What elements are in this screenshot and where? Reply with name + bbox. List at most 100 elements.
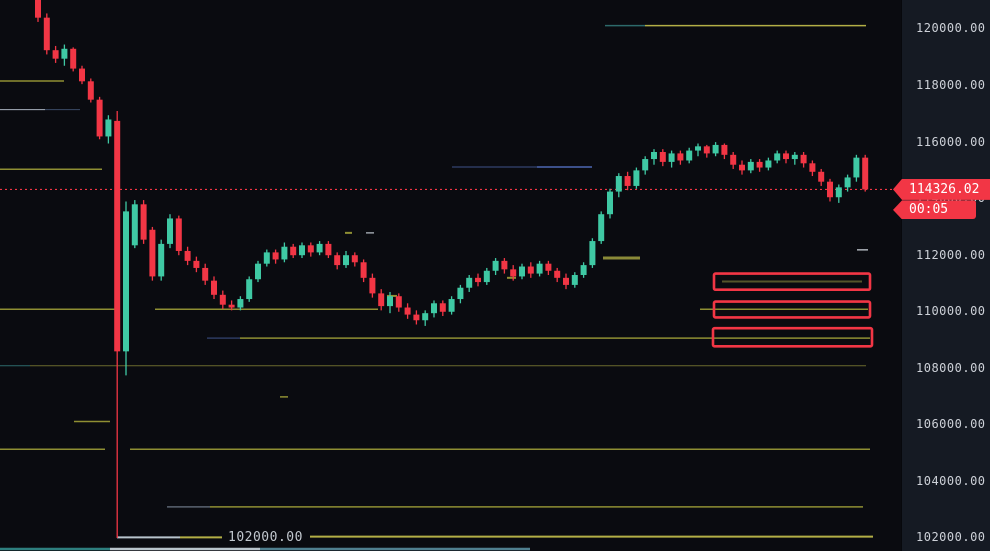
candle-body — [695, 146, 701, 151]
candle-body — [712, 144, 719, 154]
candle-body — [246, 279, 253, 300]
bar-countdown-value: 00:05 — [909, 202, 949, 218]
candle-body — [61, 48, 68, 59]
candle-body — [686, 150, 693, 161]
candle-body — [730, 154, 737, 165]
candle-body — [756, 161, 763, 168]
candle-body — [114, 120, 121, 352]
candle-body — [554, 270, 561, 278]
candle-body — [835, 187, 842, 198]
candle-body — [70, 48, 77, 69]
last-price-value: 114326.02 — [909, 181, 980, 197]
candle-body — [580, 265, 587, 276]
candle-body — [175, 218, 182, 251]
candle-body — [431, 303, 437, 314]
candle-body — [228, 304, 235, 308]
candle-body — [721, 144, 728, 155]
candle-body — [791, 154, 798, 160]
candle-body — [800, 154, 807, 164]
candle-body — [545, 263, 552, 271]
candle-body — [536, 263, 543, 274]
candle-body — [105, 119, 112, 137]
candle-body — [466, 277, 473, 288]
candle-body — [615, 176, 622, 192]
candle-body — [360, 262, 367, 278]
candle-body — [281, 246, 288, 260]
candle-body — [343, 255, 349, 266]
candle-body — [387, 296, 393, 307]
candle-body — [35, 0, 41, 18]
candle-body — [598, 214, 605, 242]
candle-body — [483, 270, 490, 283]
candle-body — [369, 277, 376, 294]
candle-body — [79, 68, 85, 82]
candle-body — [510, 269, 517, 277]
price-tick-label: 108000.00 — [916, 360, 986, 375]
candle-body — [378, 293, 385, 307]
candle-body — [255, 263, 261, 280]
candle-body — [492, 260, 499, 271]
candle-body — [237, 299, 244, 308]
candle-body — [571, 275, 578, 285]
candle-body — [677, 153, 684, 161]
candle-body — [818, 171, 825, 182]
candle-body — [307, 245, 314, 253]
last-price-label: 114326.02 — [893, 178, 990, 200]
candle-body — [43, 17, 50, 51]
candle-body — [334, 255, 341, 266]
candle-body — [862, 157, 869, 190]
candle-body — [395, 296, 402, 308]
candle-body — [299, 245, 305, 256]
candle-body — [607, 191, 613, 215]
candle-body — [501, 260, 508, 270]
price-tick-label: 112000.00 — [916, 247, 986, 262]
candle-body — [844, 177, 851, 188]
candle-body — [351, 255, 358, 263]
candle-body — [527, 266, 534, 274]
candle-body — [96, 99, 103, 137]
candle-body — [193, 260, 200, 268]
candle-body — [149, 229, 156, 277]
candle-body — [272, 252, 279, 260]
candle-body — [290, 246, 297, 256]
candle-body — [853, 157, 860, 178]
candle-body — [589, 241, 596, 266]
candle-body — [52, 50, 59, 59]
candle-body — [519, 266, 525, 277]
candle-body — [563, 277, 569, 285]
candle-body — [651, 151, 657, 160]
candle-body — [316, 243, 323, 253]
supply-zone-box[interactable] — [711, 326, 874, 348]
price-tick-label: 120000.00 — [916, 21, 986, 36]
candle-body — [202, 267, 209, 281]
candle-body — [413, 314, 420, 321]
candle-body — [184, 250, 191, 261]
price-tick-label: 116000.00 — [916, 134, 986, 149]
price-tick-label: 104000.00 — [916, 473, 986, 488]
candle-body — [325, 243, 332, 256]
supply-zone-box[interactable] — [712, 272, 872, 292]
candle-body — [448, 299, 455, 312]
candle-body — [167, 218, 173, 244]
crash-low-price-text: 102000.00 — [228, 529, 303, 545]
candle-body — [668, 153, 675, 162]
candle-body — [158, 243, 165, 277]
candle-body — [624, 176, 631, 186]
bar-countdown-label: 00:05 — [893, 200, 976, 220]
candle-body — [642, 159, 649, 171]
candle-body — [457, 287, 464, 300]
candle-body — [87, 81, 94, 100]
candle-body — [211, 280, 217, 295]
price-tick-label: 110000.00 — [916, 304, 986, 319]
candle-body — [123, 211, 129, 352]
candle-body — [827, 181, 833, 198]
candle-body — [475, 277, 481, 283]
price-axis[interactable]: 102000.00 104000.00 106000.00 108000.00 1100… — [893, 0, 990, 551]
candle-body — [783, 153, 789, 160]
candle-body — [439, 303, 446, 312]
candle-body — [774, 153, 781, 161]
supply-zone-box[interactable] — [712, 300, 872, 319]
candle-body — [809, 163, 816, 172]
candle-body — [404, 307, 411, 315]
